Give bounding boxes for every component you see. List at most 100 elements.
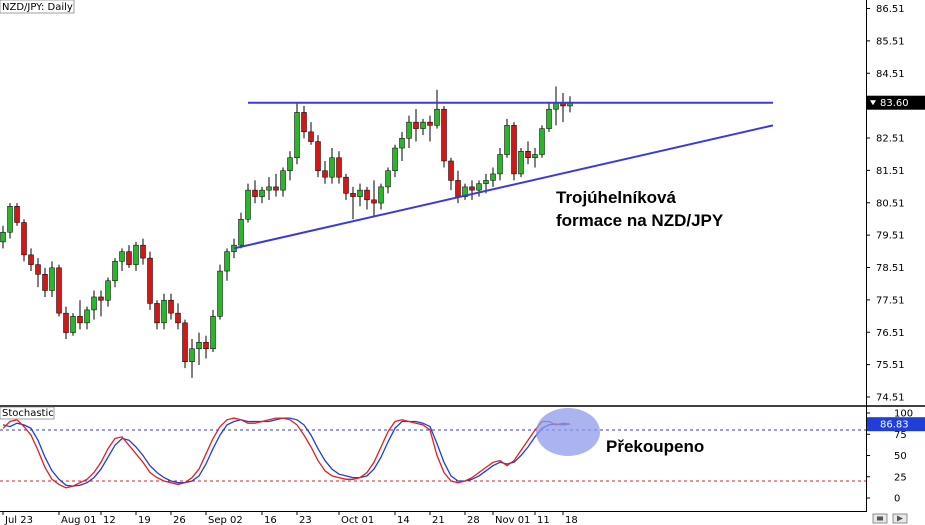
candle — [329, 148, 335, 184]
candle — [322, 160, 328, 184]
current-price-box — [867, 95, 925, 110]
candle — [287, 151, 293, 181]
annotation-line-1: Trojúhelníková — [556, 188, 677, 207]
candle — [546, 102, 552, 132]
candle — [49, 261, 55, 297]
stochastic-lines — [0, 417, 866, 489]
candle — [315, 135, 321, 178]
candle — [63, 306, 69, 340]
candle — [105, 277, 111, 307]
time-tick-label: 28 — [467, 515, 480, 525]
price-tick-label: 74.51 — [876, 393, 905, 404]
stochastic-panel — [0, 407, 866, 510]
candle — [210, 309, 216, 352]
price-axis: 86.5185.5184.5183.5182.5181.5180.5179.51… — [866, 4, 925, 404]
stochastic-tick-label: 100 — [894, 409, 913, 420]
candle — [196, 332, 202, 365]
time-tick-label: Sep 02 — [208, 515, 243, 525]
main-title-box — [0, 0, 75, 14]
candle — [189, 339, 195, 378]
candle — [56, 264, 62, 317]
stochastic-d-line — [2, 417, 571, 489]
annotation-line-2: formace na NZD/JPY — [556, 211, 724, 230]
price-tick-label: 80.51 — [876, 198, 905, 209]
price-tick-label: 84.51 — [876, 69, 905, 80]
candle — [525, 141, 531, 165]
candle — [7, 203, 13, 239]
candle — [420, 118, 426, 136]
price-tick-label: 76.51 — [876, 328, 905, 339]
triangle-trendlines — [233, 101, 774, 250]
candle — [434, 89, 440, 129]
candle — [539, 125, 545, 158]
scroll-right-icon — [897, 515, 903, 522]
stochastic-tick-label: 25 — [894, 472, 907, 483]
price-tick-label: 86.51 — [876, 4, 905, 15]
price-tick-label: 79.51 — [876, 231, 905, 242]
stochastic-value-box — [867, 417, 925, 432]
candle — [91, 290, 97, 320]
time-tick-label: Jul 23 — [4, 515, 33, 525]
candle — [385, 167, 391, 194]
candle — [336, 151, 342, 184]
stochastic-title-box — [0, 406, 55, 420]
scroll-left-icon — [877, 516, 883, 521]
candle — [294, 102, 300, 165]
stochastic-k-line — [2, 417, 571, 487]
candle — [126, 245, 132, 268]
candlestick-series — [0, 86, 573, 378]
candle — [119, 248, 125, 272]
time-tick-label: 14 — [397, 515, 410, 525]
price-tick-label: 82.51 — [876, 134, 905, 145]
price-tick-label: 78.51 — [876, 263, 905, 274]
candle — [70, 313, 76, 336]
candle — [133, 241, 139, 272]
current-price-label: 83.60 — [880, 98, 909, 109]
candle — [42, 267, 48, 297]
candle — [364, 186, 370, 210]
candle — [392, 144, 398, 178]
candle — [182, 319, 188, 369]
price-tick-label: 81.51 — [876, 166, 905, 177]
stochastic-tick-label: 0 — [894, 494, 900, 505]
time-tick-label: 21 — [432, 515, 445, 525]
candle — [35, 258, 41, 288]
candle — [238, 212, 244, 249]
candle — [245, 183, 251, 223]
candle — [28, 248, 34, 272]
candle — [203, 335, 209, 359]
time-tick-label: Oct 01 — [341, 515, 374, 525]
time-tick-label: 11 — [537, 515, 550, 525]
candle — [301, 105, 307, 139]
candle — [497, 148, 503, 181]
time-tick-label: Nov 01 — [495, 515, 530, 525]
price-tick-label: 85.51 — [876, 36, 905, 47]
candle — [168, 293, 174, 320]
candle — [476, 180, 482, 197]
candle — [406, 115, 412, 149]
candle — [252, 180, 258, 204]
candle — [504, 118, 510, 158]
candle — [371, 180, 377, 217]
time-tick-label: 23 — [299, 515, 312, 525]
time-tick-label: 26 — [173, 515, 186, 525]
candle — [343, 173, 349, 200]
support-line — [233, 124, 774, 250]
candle — [14, 203, 20, 226]
candle — [448, 157, 454, 191]
stochastic-title: Stochastic — [2, 408, 54, 419]
candle — [357, 183, 363, 207]
candle — [378, 183, 384, 210]
candle — [441, 105, 447, 168]
candle — [490, 167, 496, 187]
time-tick-label: 12 — [103, 515, 116, 525]
candle — [308, 122, 314, 145]
overbought-label: Překoupeno — [606, 437, 704, 456]
time-tick-label: 19 — [138, 515, 151, 525]
time-tick-label: 16 — [264, 515, 277, 525]
candle — [147, 251, 153, 310]
candle — [161, 293, 167, 330]
candle — [266, 177, 272, 200]
candle — [399, 131, 405, 161]
candle — [511, 122, 517, 181]
